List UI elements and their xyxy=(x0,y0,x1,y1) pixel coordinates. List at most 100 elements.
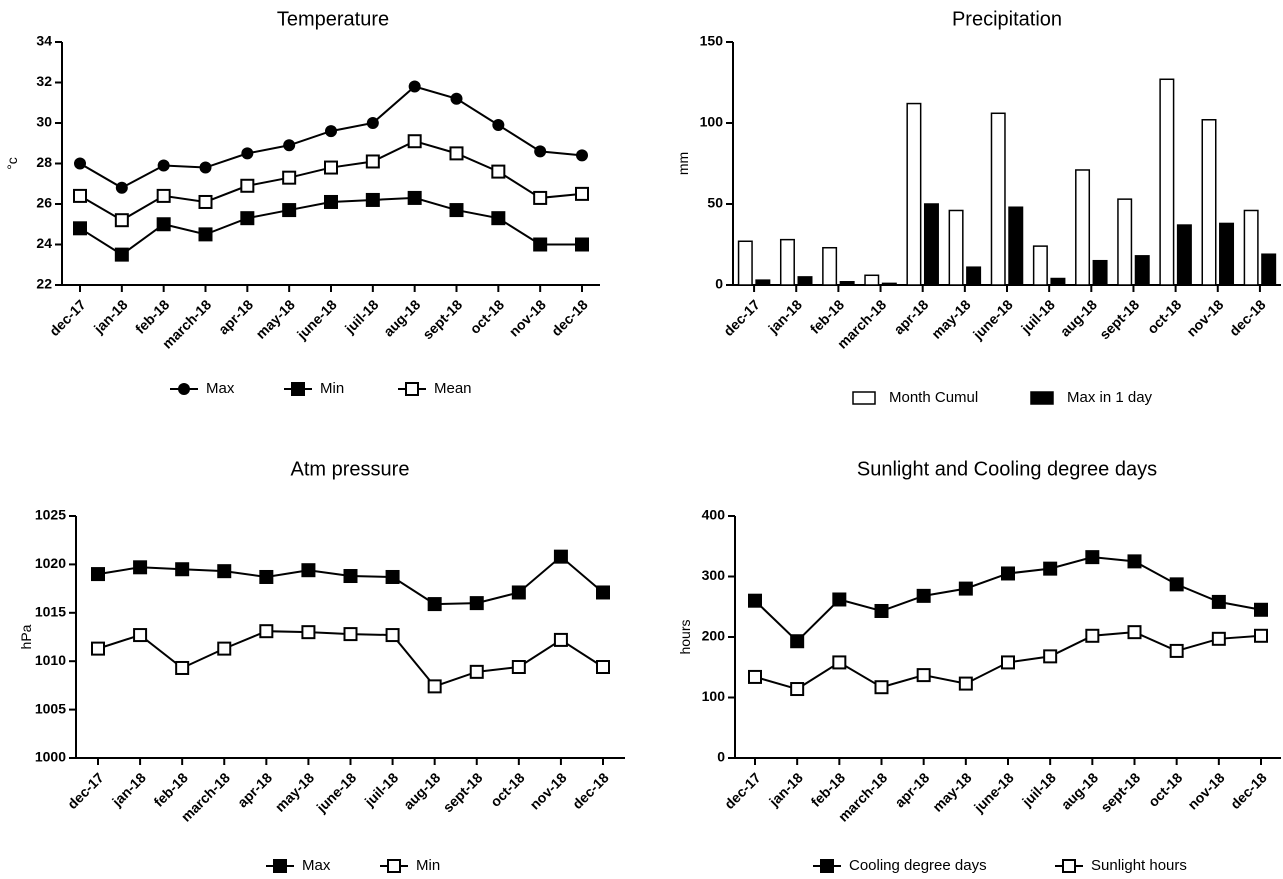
bar xyxy=(779,238,795,286)
y-axis-label: hours xyxy=(677,619,693,654)
point xyxy=(958,581,973,596)
legend-label: Max xyxy=(206,380,235,397)
bar xyxy=(822,246,838,286)
x-tick-label: dec-18 xyxy=(548,296,591,339)
point xyxy=(366,117,379,129)
y-axis-label: °c xyxy=(4,157,20,170)
legend-swatch xyxy=(1030,391,1054,405)
x-tick-label: juil-18 xyxy=(341,296,382,337)
point xyxy=(534,145,547,158)
point xyxy=(1169,577,1184,592)
legend-marker xyxy=(291,382,305,396)
x-tick-label: june-18 xyxy=(970,769,1017,816)
point xyxy=(217,641,232,656)
legend-marker xyxy=(273,859,287,873)
chart-title: Sunlight and Cooling degree days xyxy=(857,458,1157,480)
y-tick-label: 1020 xyxy=(35,555,66,571)
point xyxy=(156,188,171,203)
x-tick-label: june-18 xyxy=(293,296,340,343)
point xyxy=(259,569,274,584)
chart: Temperature °c 22 24 26 28 30 32 34 dec-17 jan-18 f… xyxy=(4,8,600,397)
x-tick-label: nov-18 xyxy=(1183,296,1226,339)
bar xyxy=(1243,209,1259,286)
x-tick-label: aug-18 xyxy=(400,769,443,812)
legend-label: Month Cumul xyxy=(889,389,978,406)
x-tick-label: feb-18 xyxy=(808,769,849,810)
legend-label: Sunlight hours xyxy=(1091,857,1187,874)
x-tick-label: aug-18 xyxy=(1058,769,1101,812)
point xyxy=(575,186,589,201)
y-tick-label: 50 xyxy=(707,195,723,211)
point xyxy=(365,154,380,169)
point xyxy=(324,160,338,175)
point xyxy=(73,188,87,203)
x-tick-label: oct-18 xyxy=(1144,296,1185,337)
point xyxy=(114,213,129,228)
point xyxy=(575,237,589,252)
point xyxy=(449,203,464,218)
x-tick-label: jan-18 xyxy=(764,296,805,337)
point xyxy=(385,569,400,584)
bar xyxy=(1075,169,1091,286)
point xyxy=(91,641,105,656)
x-tick-label: oct-18 xyxy=(487,769,528,810)
point xyxy=(916,668,931,683)
y-tick-label: 26 xyxy=(36,195,52,211)
x-tick-label: apr-18 xyxy=(215,296,256,337)
y-tick-label: 1000 xyxy=(35,749,66,765)
point xyxy=(157,159,170,172)
bar xyxy=(1050,277,1066,286)
point xyxy=(73,221,87,236)
point xyxy=(874,680,889,695)
point xyxy=(748,669,762,684)
chart-title: Temperature xyxy=(277,8,389,30)
point xyxy=(511,660,526,675)
x-tick-label: dec-17 xyxy=(46,296,89,339)
point xyxy=(240,211,255,226)
y-tick-label: 0 xyxy=(715,276,723,292)
point xyxy=(596,660,610,675)
y-axis-label: hPa xyxy=(18,624,34,649)
bar xyxy=(1261,253,1277,286)
point xyxy=(175,660,190,675)
chart: Sunlight and Cooling degree days hours 0 10… xyxy=(677,458,1281,874)
point xyxy=(301,625,316,640)
legend-label: Min xyxy=(416,857,440,874)
x-tick-label: jan-18 xyxy=(765,769,806,810)
x-tick-label: sept-18 xyxy=(440,769,486,815)
x-tick-label: dec-17 xyxy=(720,296,763,339)
bar xyxy=(1092,259,1108,286)
legend-label: Max in 1 day xyxy=(1067,389,1153,406)
legend-marker xyxy=(1062,859,1076,873)
x-tick-label: feb-18 xyxy=(807,296,848,337)
x-tick-label: june-18 xyxy=(969,296,1016,343)
x-tick-label: sept-18 xyxy=(1097,769,1143,815)
y-tick-label: 1010 xyxy=(35,652,66,668)
chart-title: Atm pressure xyxy=(291,458,410,480)
bar xyxy=(990,112,1006,286)
y-tick-label: 32 xyxy=(36,73,52,89)
bar xyxy=(1008,206,1024,286)
point xyxy=(469,596,484,611)
point xyxy=(408,80,421,93)
y-tick-label: 100 xyxy=(702,688,726,704)
point xyxy=(343,627,358,642)
bar xyxy=(1219,222,1235,286)
x-tick-label: juil-18 xyxy=(361,769,402,810)
point xyxy=(1211,594,1226,609)
x-tick-label: apr-18 xyxy=(234,769,275,810)
x-tick-label: nov-18 xyxy=(526,769,569,812)
point xyxy=(324,194,338,209)
legend: Cooling degree days Sunlight hours xyxy=(813,857,1187,874)
point xyxy=(156,217,171,232)
point xyxy=(74,157,86,170)
point xyxy=(1085,550,1100,565)
legend-label: Min xyxy=(320,380,344,397)
chart-title: Precipitation xyxy=(952,8,1062,30)
point xyxy=(385,628,400,643)
bar xyxy=(797,276,813,286)
point xyxy=(343,569,358,584)
legend-marker xyxy=(405,382,419,396)
point xyxy=(1001,655,1015,670)
